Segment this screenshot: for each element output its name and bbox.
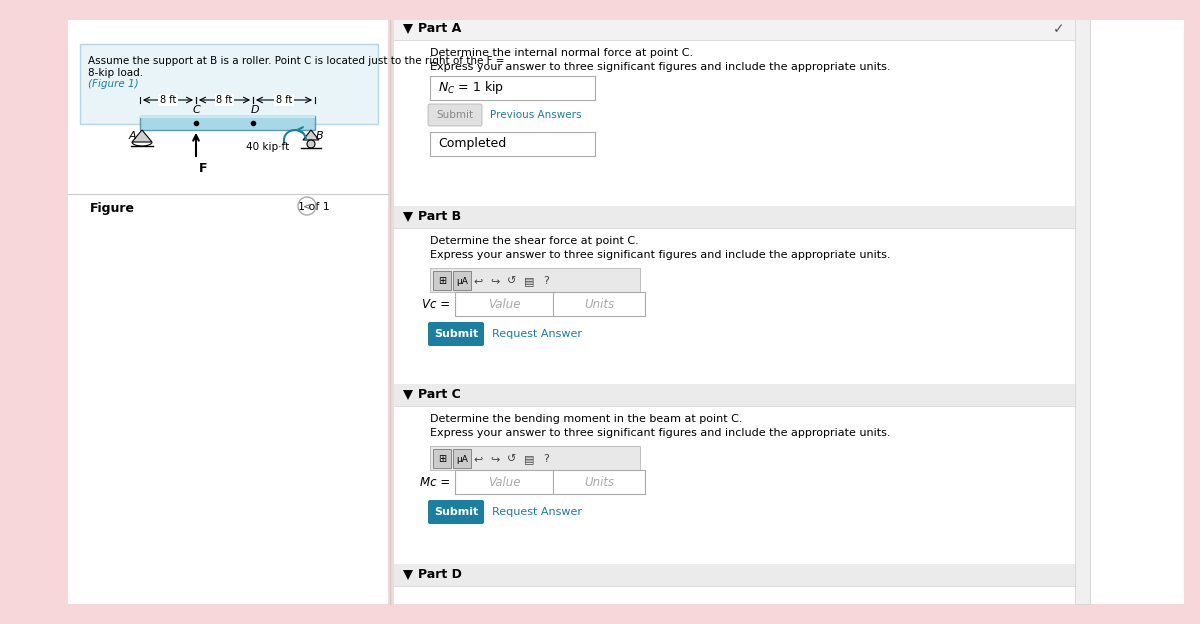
FancyBboxPatch shape <box>80 44 378 124</box>
Text: Units: Units <box>584 298 614 311</box>
Text: Value: Value <box>487 298 521 311</box>
Bar <box>0 0 1200 20</box>
Text: A: A <box>128 131 136 141</box>
FancyBboxPatch shape <box>430 446 640 470</box>
Text: Assume the support at B is a roller. Point C is located just to the right of the: Assume the support at B is a roller. Poi… <box>88 56 504 66</box>
FancyBboxPatch shape <box>433 449 451 468</box>
Text: 8-kip load.: 8-kip load. <box>88 68 143 78</box>
Text: Request Answer: Request Answer <box>492 329 582 339</box>
Bar <box>140 116 314 130</box>
Text: Express your answer to three significant figures and include the appropriate uni: Express your answer to three significant… <box>430 250 890 260</box>
Text: (Figure 1): (Figure 1) <box>88 79 139 89</box>
Polygon shape <box>403 24 413 34</box>
Text: Determine the internal normal force at point C.: Determine the internal normal force at p… <box>430 48 694 58</box>
Text: C: C <box>192 105 200 115</box>
Text: B: B <box>316 131 324 141</box>
Text: ↺: ↺ <box>508 276 517 286</box>
FancyBboxPatch shape <box>394 14 1184 604</box>
Text: ▤: ▤ <box>523 276 534 286</box>
Circle shape <box>307 140 314 148</box>
Text: Value: Value <box>487 475 521 489</box>
Text: ?: ? <box>544 454 548 464</box>
FancyBboxPatch shape <box>454 271 470 290</box>
Text: ↩: ↩ <box>473 454 482 464</box>
FancyBboxPatch shape <box>430 132 595 156</box>
FancyBboxPatch shape <box>428 322 484 346</box>
FancyBboxPatch shape <box>454 449 470 468</box>
Text: 40 kip·ft: 40 kip·ft <box>246 142 289 152</box>
Text: μA: μA <box>456 454 468 464</box>
Text: Mc =: Mc = <box>420 475 450 489</box>
Text: ↪: ↪ <box>491 276 499 286</box>
Text: Express your answer to three significant figures and include the appropriate uni: Express your answer to three significant… <box>430 428 890 438</box>
Polygon shape <box>403 570 413 580</box>
Text: Submit: Submit <box>434 507 478 517</box>
Text: F: F <box>199 162 208 175</box>
Text: ⊞: ⊞ <box>438 276 446 286</box>
Text: Completed: Completed <box>438 137 506 150</box>
Bar <box>394 384 1075 406</box>
Text: 8 ft: 8 ft <box>276 95 292 105</box>
Text: $N_C$ = 1 kip: $N_C$ = 1 kip <box>438 79 504 97</box>
Text: 1 of 1: 1 of 1 <box>299 202 330 212</box>
Text: Figure: Figure <box>90 202 134 215</box>
Text: μA: μA <box>456 276 468 286</box>
Text: Part C: Part C <box>418 389 461 401</box>
Bar <box>455 470 646 494</box>
Text: Submit: Submit <box>437 110 474 120</box>
Bar <box>455 292 646 316</box>
Text: ⊞: ⊞ <box>438 454 446 464</box>
Text: Part B: Part B <box>418 210 461 223</box>
Text: Part D: Part D <box>418 568 462 582</box>
Text: Determine the shear force at point C.: Determine the shear force at point C. <box>430 236 638 246</box>
Text: Submit: Submit <box>434 329 478 339</box>
Text: Determine the bending moment in the beam at point C.: Determine the bending moment in the beam… <box>430 414 743 424</box>
Text: ?: ? <box>544 276 548 286</box>
FancyBboxPatch shape <box>428 500 484 524</box>
Bar <box>394 206 1075 228</box>
Text: ✓: ✓ <box>1054 22 1066 36</box>
Text: Vc =: Vc = <box>422 298 450 311</box>
Text: ▤: ▤ <box>523 454 534 464</box>
FancyBboxPatch shape <box>433 271 451 290</box>
Text: ↺: ↺ <box>508 454 517 464</box>
Bar <box>140 116 314 118</box>
Polygon shape <box>302 130 319 140</box>
Text: <: < <box>302 201 312 211</box>
Text: Request Answer: Request Answer <box>492 507 582 517</box>
FancyBboxPatch shape <box>430 76 595 100</box>
Text: Previous Answers: Previous Answers <box>490 110 582 120</box>
Polygon shape <box>403 212 413 222</box>
Text: ↩: ↩ <box>473 276 482 286</box>
Text: Express your answer to three significant figures and include the appropriate uni: Express your answer to three significant… <box>430 62 890 72</box>
Text: D: D <box>251 105 259 115</box>
Text: 8 ft: 8 ft <box>160 95 176 105</box>
Text: Part A: Part A <box>418 22 461 36</box>
Polygon shape <box>403 390 413 400</box>
Bar <box>1075 14 1090 604</box>
Bar <box>394 18 1075 40</box>
Text: ↪: ↪ <box>491 454 499 464</box>
Bar <box>394 564 1075 586</box>
FancyBboxPatch shape <box>430 268 640 292</box>
FancyBboxPatch shape <box>428 104 482 126</box>
Polygon shape <box>132 130 152 142</box>
FancyBboxPatch shape <box>68 14 388 604</box>
Text: 8 ft: 8 ft <box>216 95 233 105</box>
Text: Units: Units <box>584 475 614 489</box>
